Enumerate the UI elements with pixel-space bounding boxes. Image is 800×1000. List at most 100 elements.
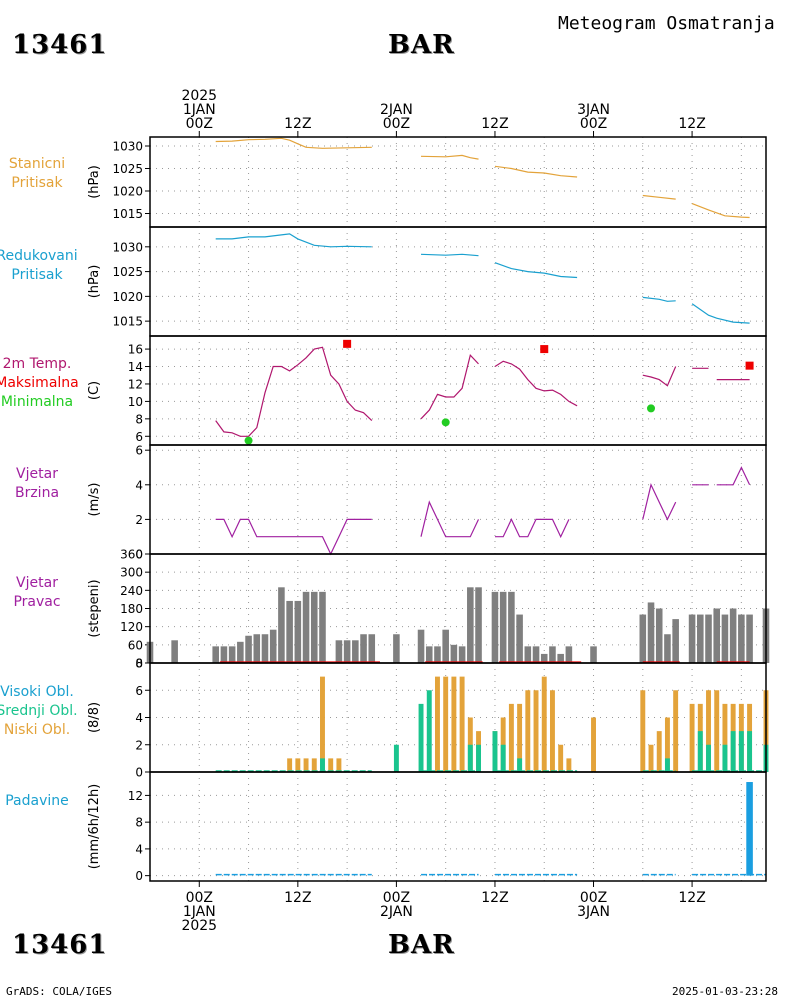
y-tick-label: 4 bbox=[135, 842, 143, 856]
y-tick-label: 0 bbox=[135, 548, 143, 562]
y-tick-label: 10 bbox=[128, 395, 143, 409]
data-bar bbox=[360, 634, 367, 663]
data-bar bbox=[426, 690, 432, 772]
label-line: Maksimalna bbox=[0, 375, 79, 391]
data-bar bbox=[286, 600, 293, 663]
label-line: Visoki Obl. bbox=[0, 684, 74, 700]
x-tick-label-top: 12Z bbox=[678, 116, 705, 132]
data-bar bbox=[295, 758, 301, 772]
data-bar bbox=[664, 717, 670, 772]
y-tick-label: 1020 bbox=[112, 290, 143, 304]
data-bar bbox=[566, 758, 572, 772]
data-bar bbox=[533, 690, 539, 772]
y-tick-label: 1030 bbox=[112, 240, 143, 254]
y-axis-unit: (m/s) bbox=[87, 483, 102, 517]
y-tick-label: 0 bbox=[135, 657, 143, 671]
data-bar bbox=[532, 646, 540, 663]
data-bar bbox=[722, 703, 728, 772]
data-bar bbox=[220, 646, 228, 663]
data-bar bbox=[673, 690, 679, 772]
station-name-top: BAR bbox=[388, 30, 455, 60]
data-bar bbox=[525, 690, 531, 772]
y-axis-unit: (stepeni) bbox=[87, 579, 102, 637]
y-tick-label: 180 bbox=[120, 602, 143, 616]
station-id-bottom: 13461 bbox=[12, 930, 108, 960]
panel-label-wind-direction: Vjetar Pravac bbox=[0, 574, 102, 612]
x-tick-label-top: 2JAN bbox=[380, 102, 413, 118]
data-bar bbox=[393, 744, 399, 772]
data-bar bbox=[343, 640, 351, 663]
panel-label-station-pressure: Stanicni Pritisak bbox=[0, 155, 102, 193]
label-line: Pritisak bbox=[11, 175, 63, 191]
panel-frame bbox=[149, 226, 767, 337]
series-line bbox=[642, 194, 676, 200]
max-temp-marker bbox=[745, 361, 754, 370]
max-temp-marker bbox=[343, 339, 352, 348]
data-bar bbox=[171, 640, 178, 663]
data-bar bbox=[212, 646, 219, 663]
data-bar bbox=[722, 744, 728, 772]
series-line bbox=[215, 233, 372, 248]
data-bar bbox=[278, 587, 285, 663]
data-bar bbox=[738, 614, 745, 663]
x-tick-label-top: 12Z bbox=[284, 116, 311, 132]
series-line bbox=[691, 303, 750, 324]
y-tick-label: 6 bbox=[135, 430, 143, 444]
x-tick-label-bottom: 12Z bbox=[284, 890, 311, 906]
label-line: Srednji Obl. bbox=[0, 703, 78, 719]
x-tick-label-top: 00Z bbox=[580, 116, 607, 132]
data-bar bbox=[747, 731, 753, 772]
data-bar bbox=[336, 758, 342, 772]
y-tick-label: 8 bbox=[135, 816, 143, 830]
data-bar bbox=[730, 731, 736, 772]
data-bar bbox=[451, 676, 457, 772]
data-bar bbox=[425, 646, 433, 663]
data-bar bbox=[434, 646, 441, 663]
data-bar bbox=[335, 640, 343, 663]
data-bar bbox=[450, 644, 458, 663]
station-name-bottom: BAR bbox=[388, 930, 455, 960]
series-line bbox=[215, 137, 372, 149]
panel-frame bbox=[149, 444, 767, 555]
series-line bbox=[494, 262, 578, 279]
x-tick-label-bottom: 00Z bbox=[186, 890, 213, 906]
data-bar bbox=[269, 629, 277, 663]
y-tick-label: 1015 bbox=[112, 207, 143, 221]
series-line bbox=[691, 203, 750, 219]
series-line bbox=[642, 482, 677, 521]
data-bar bbox=[565, 646, 573, 663]
data-bar bbox=[302, 591, 310, 663]
y-axis-unit: (C) bbox=[87, 381, 102, 400]
data-bar bbox=[706, 690, 711, 772]
data-bar bbox=[746, 614, 753, 663]
data-bar bbox=[508, 703, 514, 772]
data-bar bbox=[729, 608, 737, 663]
data-bar bbox=[640, 690, 646, 772]
y-tick-label: 1030 bbox=[112, 140, 143, 154]
panel-frame bbox=[149, 771, 767, 882]
data-bar bbox=[458, 646, 466, 663]
data-bar bbox=[245, 635, 252, 663]
y-tick-label: 4 bbox=[135, 478, 143, 492]
data-bar bbox=[706, 744, 711, 772]
data-bar bbox=[435, 676, 440, 772]
data-bar bbox=[320, 676, 325, 772]
y-axis-unit: (hPa) bbox=[87, 265, 102, 299]
label-line: Pritisak bbox=[11, 267, 63, 283]
label-line: Stanicni bbox=[8, 156, 66, 172]
y-tick-label: 120 bbox=[120, 620, 143, 634]
data-bar bbox=[746, 782, 753, 876]
panel-label-temperature: 2m Temp. Maksimalna Minimalna bbox=[0, 355, 102, 412]
label-line: Niski Obl. bbox=[3, 722, 71, 738]
data-bar bbox=[689, 703, 695, 772]
data-bar bbox=[320, 758, 325, 772]
panel-label-clouds: Visoki Obl. Srednji Obl. Niski Obl. bbox=[0, 683, 102, 740]
x-tick-label-top: 00Z bbox=[186, 116, 213, 132]
panel-label-precipitation: Padavine bbox=[0, 792, 102, 811]
meteogram-title: Meteogram Osmatranja bbox=[558, 13, 775, 34]
data-bar bbox=[713, 608, 721, 663]
series-line bbox=[215, 346, 373, 437]
label-line: Redukovani bbox=[0, 248, 78, 264]
data-bar bbox=[443, 676, 449, 772]
y-axis-unit: (hPa) bbox=[87, 165, 102, 199]
